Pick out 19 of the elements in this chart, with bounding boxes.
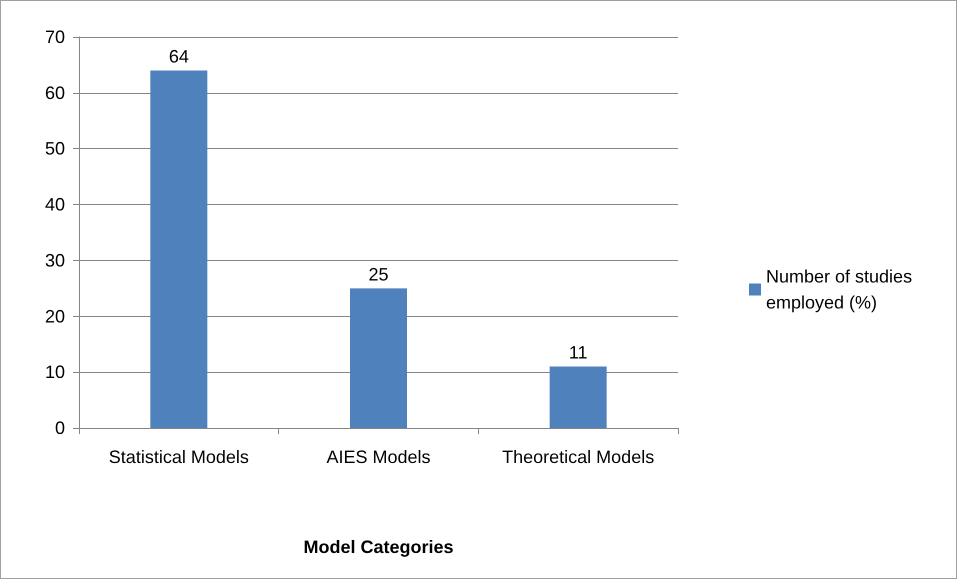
y-tick-label: 50 bbox=[44, 138, 65, 159]
legend-label: Number of studies employed (%) bbox=[766, 266, 918, 312]
y-tick-label: 30 bbox=[44, 250, 65, 270]
bar bbox=[150, 70, 208, 428]
data-label: 25 bbox=[368, 264, 389, 284]
x-axis-title: Model Categories bbox=[303, 537, 454, 557]
data-label: 11 bbox=[568, 342, 588, 363]
x-tick-label: Statistical Models bbox=[108, 447, 249, 467]
y-tick-label: 10 bbox=[44, 362, 65, 382]
bar bbox=[350, 288, 407, 428]
x-tick-label: AIES Models bbox=[326, 447, 431, 467]
y-tick-label: 20 bbox=[44, 306, 65, 326]
y-tick-label: 70 bbox=[44, 27, 65, 47]
data-label: 64 bbox=[168, 46, 189, 67]
y-tick-label: 40 bbox=[44, 194, 65, 215]
y-tick-label: 60 bbox=[44, 82, 65, 103]
x-tick-label: Theoretical Models bbox=[502, 447, 654, 467]
y-tick-label: 0 bbox=[54, 418, 65, 438]
bar bbox=[550, 366, 607, 428]
